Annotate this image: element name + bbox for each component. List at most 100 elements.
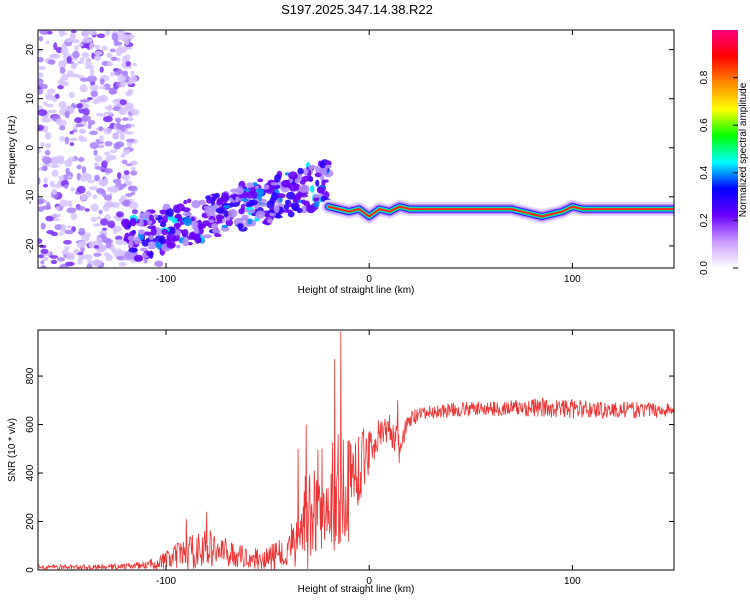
spectrogram-blob (90, 203, 99, 212)
spectrogram-blob (282, 209, 291, 213)
spectrogram-blob (319, 175, 325, 181)
spectrogram-blob (38, 254, 45, 259)
spectrogram-blob (181, 207, 191, 213)
spectrogram-blob (103, 111, 113, 116)
spectrogram-blob (47, 109, 57, 114)
spectrogram-blob (116, 52, 122, 57)
spectrogram-blob (65, 167, 70, 175)
spectrogram-blob (124, 102, 134, 110)
spectrogram-blob (90, 216, 97, 223)
spectrogram-blob (46, 95, 55, 101)
spectrogram-blob (78, 43, 84, 47)
spectrogram-blob (104, 168, 113, 174)
spectrogram-blob (98, 209, 103, 215)
spectrogram-blob (76, 185, 86, 194)
spectrogram-blob (70, 212, 77, 221)
spectrogram-blob (58, 230, 64, 237)
spectrogram-blob (120, 33, 129, 42)
spectrogram-blob (60, 224, 67, 231)
spectrogram-blob (257, 178, 264, 183)
spectrogram-blob (140, 247, 148, 252)
spectrogram-blob (51, 53, 61, 59)
spectrogram-blob (40, 141, 45, 148)
spectrogram-blob (38, 124, 45, 131)
spectrogram-blob (278, 197, 283, 203)
spectrogram-blob (87, 259, 93, 265)
spectrogram-blob (71, 73, 80, 78)
spectrogram-blob (128, 117, 135, 121)
spectrogram-blob (67, 175, 72, 179)
spectrogram-blob (84, 65, 95, 70)
snr-panel: -100 0 100 0 200 400 600 800 Height of straigh… (7, 329, 675, 595)
spectrogram-blob (43, 177, 48, 185)
spectrogram-blob (81, 115, 91, 122)
spectrogram-blob (42, 156, 52, 165)
spectrogram-blob (60, 76, 69, 81)
spectrogram-blob (89, 84, 99, 92)
colorbar: 0.0 0.2 0.4 0.6 0.8 Normalized spectral ampl… (699, 30, 749, 275)
snr-series-line (38, 331, 674, 570)
spectrogram-blob (263, 184, 270, 191)
spectrogram-blob (271, 191, 279, 201)
spectrogram-blob (102, 227, 107, 231)
spectrogram-blob (117, 74, 127, 82)
spectrogram-blob (159, 209, 167, 215)
spectrogram-blob (45, 143, 52, 149)
spectrogram-blob (133, 236, 141, 245)
spectrogram-blob (215, 214, 223, 221)
spectrogram-blob (69, 130, 74, 135)
spectrogram-blob (308, 164, 317, 170)
spectrogram-blob (43, 200, 48, 204)
spectrogram-blob (59, 30, 64, 38)
spectrogram-blob (288, 171, 298, 180)
snr-y-tick-label: 400 (25, 464, 36, 481)
spectrogram-blob (84, 62, 93, 66)
spectrogram-x-tick-label: 100 (564, 274, 581, 285)
spectrogram-blob (266, 218, 273, 224)
spectrogram-blob (115, 235, 123, 241)
spectrogram-blob (191, 200, 201, 209)
spectrogram-blob (313, 196, 320, 202)
spectrogram-blob (75, 123, 84, 128)
spectrogram-blob (106, 60, 112, 64)
spectrogram-blob (80, 240, 87, 247)
spectrogram-blob (122, 149, 129, 155)
colorbar-gradient (712, 30, 738, 268)
spectrogram-blob (116, 255, 125, 261)
spectrogram-blob (130, 170, 138, 176)
spectrogram-blob (52, 97, 57, 103)
spectrogram-blob (43, 101, 48, 106)
spectrogram-blob (41, 205, 52, 210)
spectrogram-blob (283, 179, 290, 183)
spectrogram-blob (122, 220, 131, 225)
spectrogram-blob (148, 250, 154, 259)
spectrogram-blob (316, 187, 326, 192)
spectrogram-blob (275, 193, 286, 199)
spectrogram-blob (89, 68, 95, 77)
spectrogram-blob (283, 203, 290, 210)
spectrogram-blob (41, 165, 48, 172)
spectrogram-blob (88, 186, 99, 191)
spectrogram-blob (183, 199, 188, 205)
spectrogram-blob (115, 122, 121, 130)
spectrogram-blob (64, 246, 70, 250)
spectrogram-blob (87, 123, 92, 130)
spectrogram-blob (138, 229, 146, 235)
spectrogram-blob (45, 40, 50, 45)
colorbar-tick-label: 0.0 (699, 261, 710, 275)
spectrogram-blob (199, 224, 206, 228)
spectrogram-blob (119, 132, 125, 141)
spectrogram-blob (212, 228, 220, 234)
spectrogram-blob (51, 169, 59, 177)
spectrogram-blob (319, 160, 326, 169)
spectrogram-blob (97, 144, 104, 149)
spectrogram-blob (154, 241, 160, 248)
spectrogram-blob (50, 259, 58, 265)
spectrogram-blob (73, 248, 80, 254)
spectrogram-blob (99, 218, 109, 226)
spectrogram-y-ticks: -20 -10 0 10 20 (25, 44, 674, 253)
spectrogram-blob (131, 209, 139, 215)
spectrogram-blob (173, 222, 182, 229)
spectrogram-x-tick-label: -100 (156, 274, 176, 285)
spectrogram-blob (94, 44, 101, 50)
